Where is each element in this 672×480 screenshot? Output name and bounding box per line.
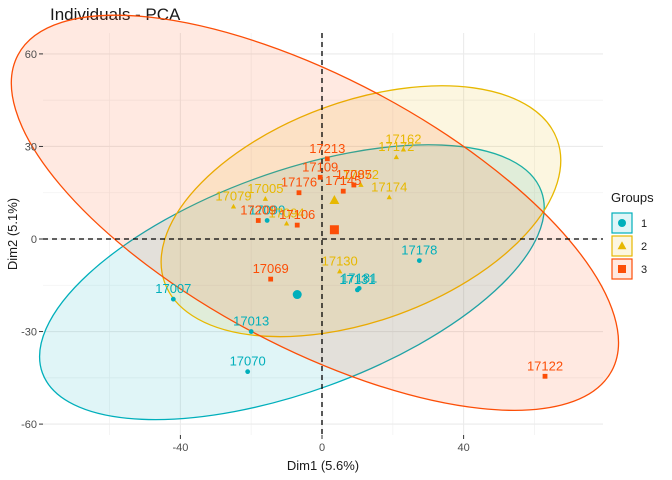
point-label: 17122 bbox=[527, 358, 563, 373]
point-label: 17094 bbox=[269, 206, 305, 221]
point-label: 17213 bbox=[309, 141, 345, 156]
legend-item-1: 1 bbox=[611, 212, 647, 234]
legend-label: 1 bbox=[641, 218, 647, 230]
point-label: 17178 bbox=[401, 243, 437, 258]
point-label: 17181 bbox=[341, 270, 377, 285]
point-label: 17013 bbox=[233, 314, 269, 329]
x-tick-label: 0 bbox=[319, 442, 325, 454]
chart-title: Individuals - PCA bbox=[50, 5, 181, 24]
legend: Groups 1 2 3 bbox=[611, 190, 654, 280]
group-centroid bbox=[329, 225, 339, 235]
point-label: 17005 bbox=[247, 181, 283, 196]
point-label: 17007 bbox=[155, 281, 191, 296]
data-point bbox=[324, 156, 330, 162]
y-tick-label: -60 bbox=[21, 419, 37, 431]
y-tick-label: 30 bbox=[25, 141, 37, 153]
data-point bbox=[337, 268, 343, 274]
y-tick-label: 60 bbox=[25, 49, 37, 61]
point-label: 17079 bbox=[215, 189, 251, 204]
data-point bbox=[317, 174, 323, 180]
point-label: 17131 bbox=[339, 272, 375, 287]
legend-label: 2 bbox=[641, 241, 647, 253]
x-tick-label: -40 bbox=[172, 442, 188, 454]
legend-marker bbox=[618, 265, 626, 273]
point-label: 17109 bbox=[302, 159, 338, 174]
point-label: 17130 bbox=[322, 253, 358, 268]
legend-marker bbox=[618, 219, 626, 227]
point-label: 17069 bbox=[253, 261, 289, 276]
data-point bbox=[245, 369, 251, 375]
y-axis-title: Dim2 (5.1%) bbox=[5, 198, 20, 270]
point-label: 17106 bbox=[279, 207, 315, 222]
legend-label: 3 bbox=[641, 264, 647, 276]
x-tick-label: 40 bbox=[457, 442, 469, 454]
point-label: 17176 bbox=[281, 175, 317, 190]
data-point bbox=[264, 218, 270, 223]
data-point bbox=[230, 203, 237, 209]
data-point bbox=[351, 182, 357, 188]
legend-title: Groups bbox=[611, 190, 654, 205]
data-point bbox=[294, 222, 300, 228]
ellipse-group-2 bbox=[160, 85, 562, 338]
legend-marker bbox=[617, 241, 627, 250]
data-point bbox=[283, 220, 290, 226]
group-centroid bbox=[329, 195, 340, 205]
point-label: 17090 bbox=[249, 202, 285, 217]
x-axis-title: Dim1 (5.6%) bbox=[287, 458, 359, 473]
data-point bbox=[248, 329, 254, 334]
point-label: 17070 bbox=[230, 354, 266, 369]
ellipse-group-1 bbox=[38, 144, 545, 421]
group-centroid bbox=[292, 290, 302, 300]
data-point bbox=[542, 373, 548, 379]
data-point bbox=[358, 182, 364, 187]
data-point bbox=[416, 258, 422, 263]
y-tick-label: -30 bbox=[21, 327, 37, 339]
data-point bbox=[393, 154, 399, 160]
data-point bbox=[268, 276, 274, 282]
point-label: 17172 bbox=[378, 139, 414, 154]
data-point bbox=[296, 190, 302, 196]
legend-item-2: 2 bbox=[611, 235, 647, 257]
axes: -40 0 40 -60 -30 0 30 60 bbox=[21, 49, 470, 454]
data-point bbox=[355, 287, 360, 293]
data-point bbox=[255, 218, 261, 223]
data-point bbox=[340, 188, 346, 194]
data-point bbox=[400, 146, 407, 152]
data-point bbox=[262, 196, 268, 201]
point-label: 17209 bbox=[240, 202, 276, 217]
point-label: 17162 bbox=[385, 132, 421, 147]
point-label: 17174 bbox=[371, 179, 407, 194]
point-label: 17085 bbox=[336, 167, 372, 182]
data-point bbox=[170, 296, 176, 302]
data-point bbox=[386, 194, 392, 200]
legend-item-3: 3 bbox=[611, 258, 647, 280]
point-label: 17072 bbox=[343, 167, 379, 182]
y-tick-label: 0 bbox=[31, 234, 37, 246]
